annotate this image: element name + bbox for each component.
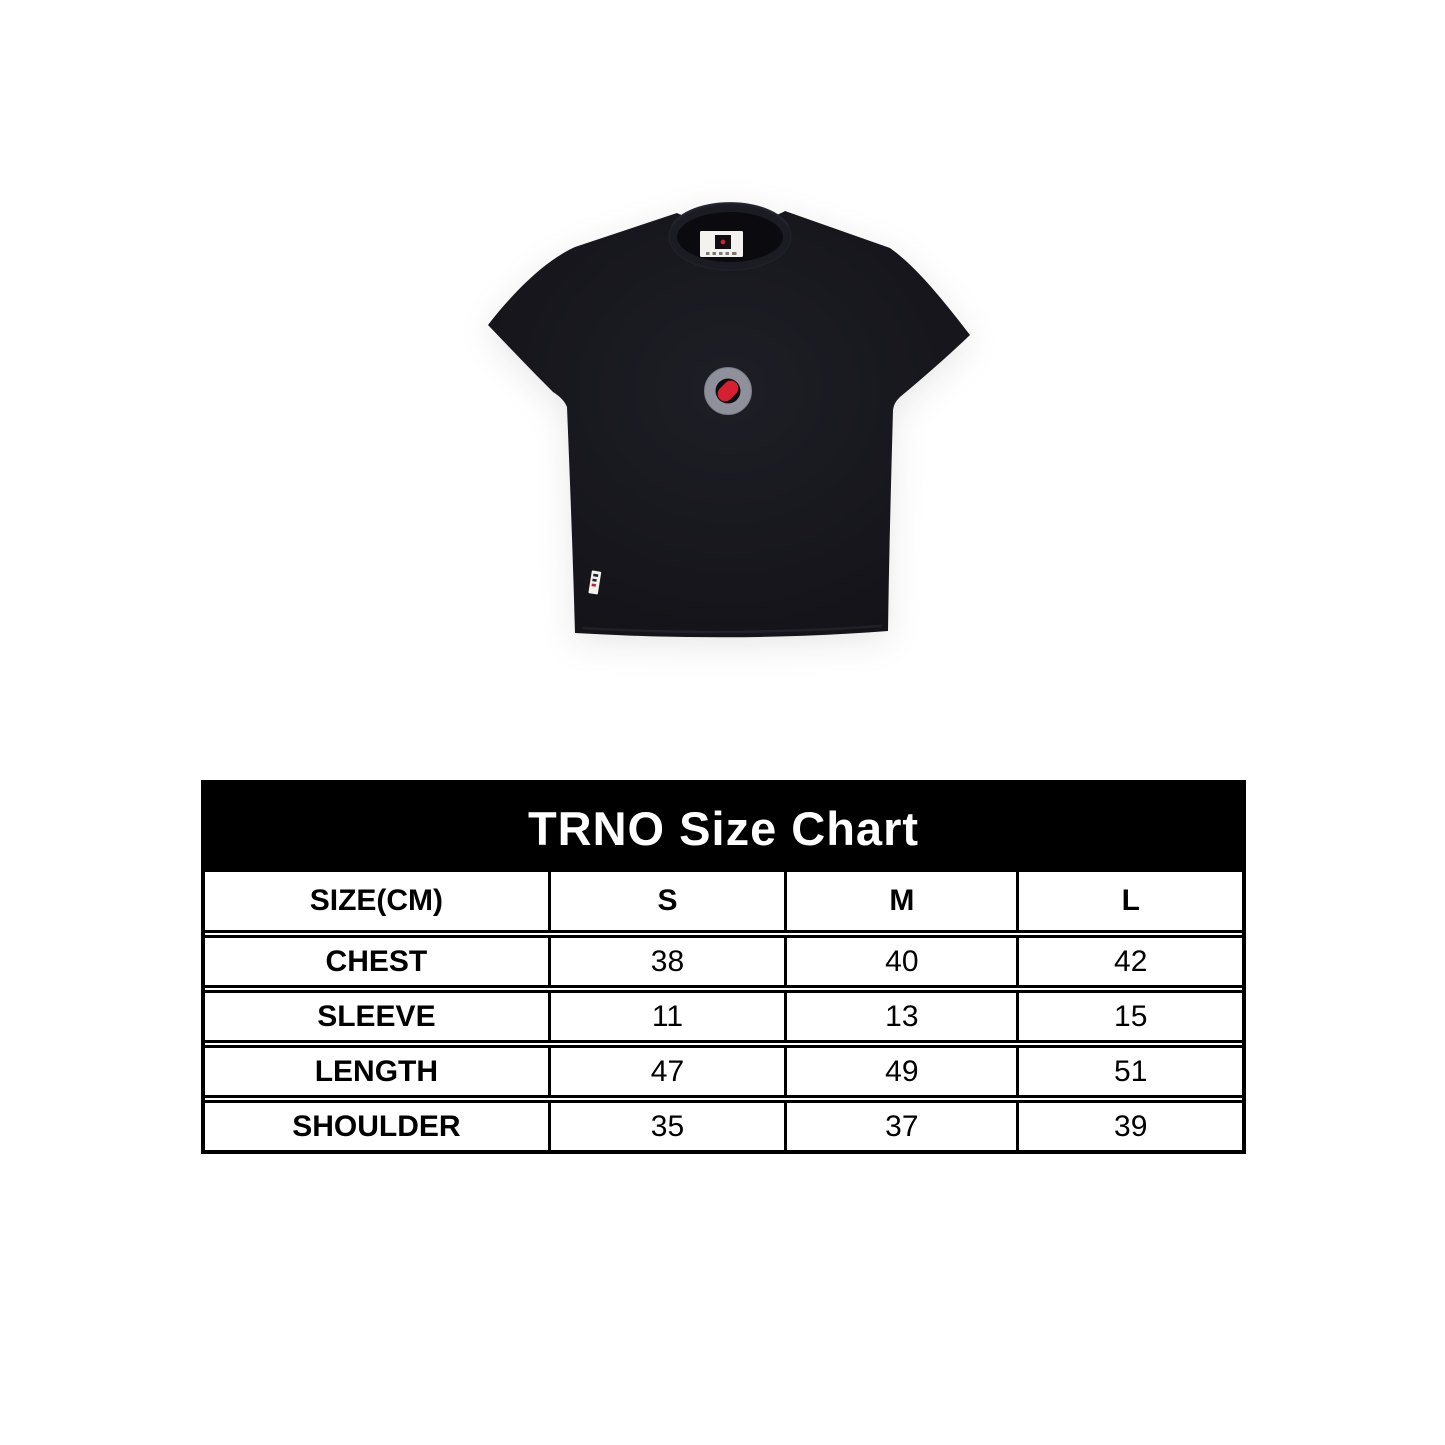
tshirt-collar: [668, 202, 792, 271]
cell-chest-l: 42: [1016, 930, 1242, 989]
cell-length-l: 51: [1016, 1040, 1242, 1099]
cell-chest-m: 40: [784, 930, 1018, 989]
product-photo: [478, 198, 978, 648]
cell-sleeve-s: 11: [547, 985, 786, 1044]
header-cell-s: S: [547, 872, 786, 934]
header-cell-l: L: [1016, 872, 1242, 934]
neck-label: [700, 231, 743, 257]
cell-shoulder-s: 35: [547, 1095, 786, 1150]
cell-sleeve-m: 13: [784, 985, 1018, 1044]
cell-shoulder-l: 39: [1016, 1095, 1242, 1150]
table-row-shoulder: SHOULDER 35 37 39: [205, 1095, 1242, 1150]
row-label-chest: CHEST: [205, 930, 550, 989]
header-cell-m: M: [784, 872, 1018, 934]
cell-chest-s: 38: [547, 930, 786, 989]
hem-tag: [588, 570, 602, 595]
tshirt-body: [488, 211, 970, 638]
hem-stitch: [581, 624, 883, 634]
header-cell-size-cm: SIZE(CM): [309, 884, 444, 917]
size-chart-header-row: SIZE(CM) S M L: [205, 872, 1242, 934]
cell-length-m: 49: [784, 1040, 1018, 1099]
cell-shoulder-m: 37: [784, 1095, 1018, 1150]
size-chart-table: SIZE(CM) S M L CHEST 38 40 42 SLEEVE 11 …: [205, 872, 1242, 1150]
table-row-sleeve: SLEEVE 11 13 15: [205, 985, 1242, 1044]
size-chart-title: TRNO Size Chart: [205, 784, 1242, 872]
tshirt-illustration: [488, 202, 970, 638]
cell-sleeve-l: 15: [1016, 985, 1242, 1044]
row-label-sleeve: SLEEVE: [205, 985, 550, 1044]
neck-label-text-marks: [706, 252, 737, 255]
cell-length-s: 47: [547, 1040, 786, 1099]
size-chart: TRNO Size Chart SIZE(CM) S M L CHEST 38 …: [201, 780, 1246, 1154]
table-row-chest: CHEST 38 40 42: [205, 930, 1242, 989]
brand-logo-icon: [704, 367, 752, 415]
row-label-shoulder: SHOULDER: [205, 1095, 550, 1150]
row-label-length: LENGTH: [205, 1040, 550, 1099]
table-row-length: LENGTH 47 49 51: [205, 1040, 1242, 1099]
